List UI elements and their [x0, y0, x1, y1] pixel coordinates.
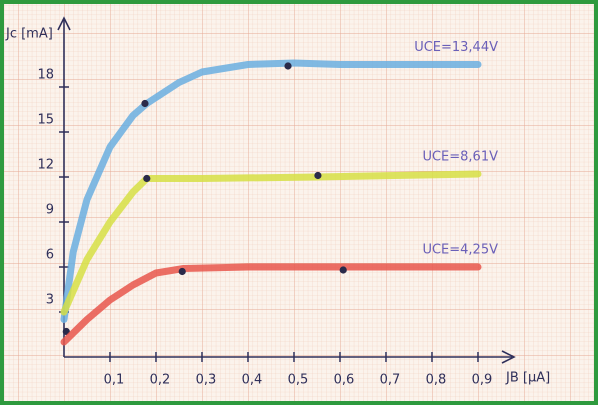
data-point [339, 266, 347, 274]
y-axis-label: Jc [mA] [5, 27, 53, 42]
x-tick-label: 0,1 [104, 373, 125, 388]
x-tick-label: 0,5 [288, 373, 309, 388]
paper-grid [4, 4, 594, 401]
y-tick-label: 18 [37, 68, 54, 83]
x-tick-label: 0,2 [150, 373, 171, 388]
x-tick-label: 0,6 [334, 373, 355, 388]
data-point [314, 171, 322, 180]
y-tick-label: 15 [37, 113, 54, 128]
series-label: UCE=13,44V [414, 40, 498, 55]
data-point [141, 99, 149, 108]
data-point [143, 174, 151, 183]
x-tick-label: 0,9 [472, 373, 493, 388]
data-point [284, 62, 292, 70]
y-tick-label: 9 [46, 203, 54, 218]
x-tick-label: 0,3 [196, 373, 217, 388]
x-tick-label: 0,8 [426, 373, 447, 388]
y-tick-label: 3 [46, 293, 54, 308]
x-tick-label: 0,4 [242, 373, 263, 388]
x-tick-label: 0,7 [380, 373, 401, 388]
series-label: UCE=8,61V [422, 150, 498, 165]
data-point [178, 267, 186, 276]
y-tick-label: 6 [46, 248, 54, 263]
series-line [60, 170, 482, 316]
x-axis-label: JB [μA] [505, 371, 550, 386]
series-line [60, 263, 482, 346]
series-line [60, 59, 482, 323]
y-tick-label: 12 [37, 158, 54, 173]
series-label: UCE=4,25V [422, 243, 498, 258]
